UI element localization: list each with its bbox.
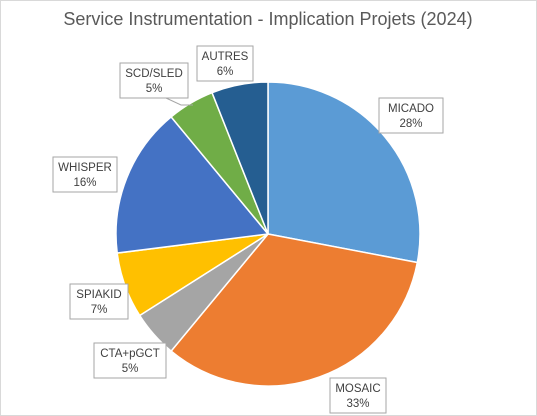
slice-label-mosaic: MOSAIC bbox=[335, 383, 380, 395]
pie-slice-whisper bbox=[115, 115, 270, 254]
callout-box-cta-pgct bbox=[93, 342, 167, 379]
callout-box-spiakid bbox=[69, 283, 129, 320]
slice-label-spiakid: SPIAKID bbox=[76, 289, 121, 301]
callout-box-scd-sled bbox=[119, 62, 189, 99]
slice-label-whisper: WHISPER bbox=[58, 162, 112, 174]
slice-percent-spiakid: 7% bbox=[91, 304, 108, 316]
slice-percent-cta-pgct: 5% bbox=[122, 363, 139, 375]
pie-slices bbox=[115, 81, 421, 387]
callout-box-autres bbox=[196, 45, 254, 82]
slice-percent-scd-sled: 5% bbox=[146, 83, 163, 95]
chart-title: Service Instrumentation - Implication Pr… bbox=[63, 9, 472, 29]
pie-slice-mosaic bbox=[170, 233, 419, 387]
slice-label-autres: AUTRES bbox=[202, 51, 249, 63]
slice-label-scd-sled: SCD/SLED bbox=[125, 68, 183, 80]
pie-slice-micado bbox=[267, 81, 421, 264]
callout-box-whisper bbox=[52, 156, 118, 193]
slice-percent-mosaic: 33% bbox=[346, 398, 369, 410]
slice-percent-whisper: 16% bbox=[73, 177, 96, 189]
pie-slice-autres bbox=[211, 81, 269, 235]
callout-box-micado bbox=[378, 97, 444, 134]
slice-label-micado: MICADO bbox=[388, 103, 434, 115]
slice-percent-autres: 6% bbox=[217, 66, 234, 78]
leader-line-scd-sled bbox=[165, 97, 193, 106]
slice-label-cta-pgct: CTA+pGCT bbox=[100, 348, 160, 360]
callout-box-mosaic bbox=[329, 377, 387, 414]
slice-percent-micado: 28% bbox=[399, 118, 422, 130]
data-labels: MICADO 28% MOSAIC 33% CTA+pGCT 5% SPIAKID 7% WHI… bbox=[52, 45, 444, 414]
